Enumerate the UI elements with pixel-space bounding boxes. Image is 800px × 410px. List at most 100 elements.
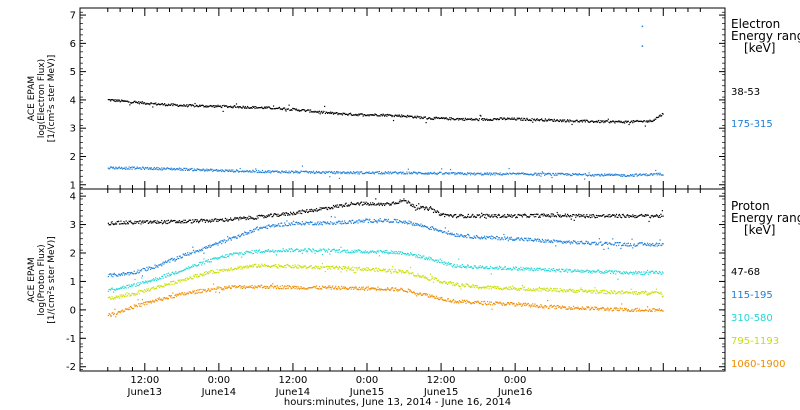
data-point: [337, 114, 339, 116]
data-point: [441, 213, 444, 215]
data-point: [132, 307, 135, 310]
data-point: [584, 270, 586, 273]
data-point: [165, 276, 167, 278]
data-point: [186, 267, 188, 270]
data-point: [284, 250, 286, 252]
data-point: [372, 202, 374, 204]
data-point: [210, 105, 212, 107]
data-point: [441, 260, 443, 262]
data-point: [372, 251, 375, 253]
data-point: [629, 215, 631, 217]
data-point: [461, 172, 463, 174]
data-point: [400, 270, 402, 272]
data-point: [186, 277, 188, 279]
data-point: [367, 252, 369, 254]
data-point: [155, 266, 157, 268]
data-point: [280, 250, 282, 252]
data-point: [352, 114, 355, 116]
data-point: [221, 106, 223, 109]
data-point: [463, 119, 465, 121]
data-point: [553, 118, 555, 120]
data-point: [548, 288, 550, 291]
data-point: [448, 118, 450, 121]
data-point: [382, 173, 384, 175]
data-point: [180, 222, 182, 224]
data-point: [654, 291, 656, 293]
data-point: [467, 215, 469, 217]
data-point: [112, 288, 114, 290]
data-point: [207, 245, 209, 247]
data-point: [185, 267, 187, 269]
data-point: [224, 256, 226, 259]
data-point: [306, 221, 308, 223]
data-point: [372, 114, 375, 116]
data-point: [158, 264, 161, 266]
data-point: [396, 202, 398, 204]
data-point: [610, 121, 612, 123]
data-point: [494, 268, 496, 270]
data-point: [652, 216, 655, 218]
data-point: [208, 169, 210, 172]
data-point: [167, 167, 169, 170]
data-point: [611, 291, 613, 293]
data-point: [450, 263, 452, 265]
data-point: [252, 169, 254, 171]
data-point: [377, 115, 379, 117]
data-point: [455, 173, 458, 175]
data-point: [646, 271, 648, 273]
data-point: [655, 270, 657, 272]
data-point: [144, 304, 146, 306]
data-point: [180, 271, 182, 273]
data-point: [113, 288, 115, 291]
data-point: [272, 105, 275, 107]
data-point: [378, 255, 381, 257]
data-point: [489, 119, 491, 121]
data-point: [658, 292, 661, 295]
data-point: [276, 215, 278, 217]
data-point: [541, 269, 543, 271]
data-point: [553, 174, 555, 176]
data-point: [232, 106, 235, 108]
data-point: [551, 290, 553, 292]
data-point: [659, 216, 661, 219]
data-point: [378, 269, 381, 271]
data-point: [134, 278, 136, 281]
data-point: [196, 168, 198, 170]
data-point: [393, 171, 395, 173]
data-point: [597, 173, 599, 176]
data-point: [655, 169, 657, 172]
data-point: [463, 236, 465, 238]
data-point: [628, 245, 630, 247]
data-point: [462, 266, 464, 268]
data-point: [525, 267, 527, 269]
data-point: [629, 292, 632, 294]
data-point: [191, 167, 193, 170]
data-point: [508, 167, 510, 170]
data-point: [119, 311, 121, 314]
data-point: [363, 267, 365, 270]
data-point: [532, 119, 535, 121]
data-point: [261, 107, 264, 109]
data-point: [261, 171, 263, 174]
data-point: [627, 242, 629, 244]
data-point: [356, 269, 358, 271]
data-point: [472, 118, 474, 120]
data-point: [146, 102, 148, 104]
data-point: [174, 260, 176, 262]
data-point: [429, 226, 432, 228]
data-point: [347, 222, 349, 224]
data-point: [118, 166, 121, 168]
data-point: [205, 220, 207, 222]
data-point: [427, 172, 429, 174]
data-point: [403, 252, 405, 255]
data-point: [348, 252, 350, 254]
data-point: [646, 269, 649, 272]
data-point: [589, 120, 592, 123]
data-point: [129, 273, 132, 275]
data-point: [307, 251, 309, 253]
data-point: [117, 99, 119, 101]
data-point: [552, 120, 554, 122]
data-point: [131, 101, 133, 104]
data-point: [275, 213, 277, 216]
data-point: [621, 290, 623, 292]
